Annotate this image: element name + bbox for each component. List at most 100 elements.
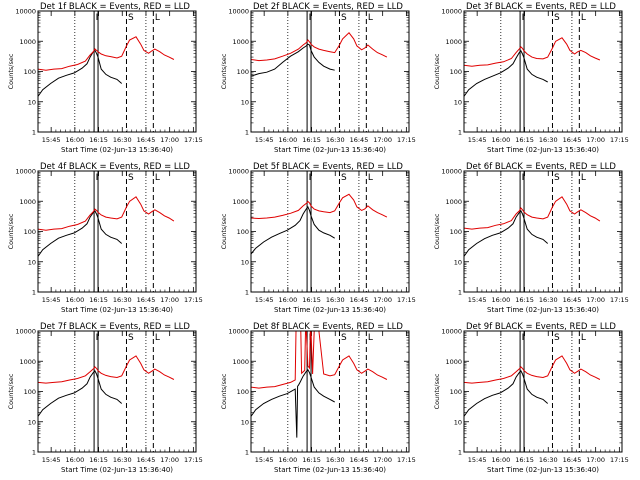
x-tick-label: 16:00 xyxy=(65,136,84,144)
y-tick-label: 1 xyxy=(245,449,249,457)
y-tick-label: 10 xyxy=(241,258,249,266)
marker-letter: S xyxy=(341,13,347,23)
chart-panel: Det 2f BLACK = Events, RED = LLD Counts/s… xyxy=(220,2,416,154)
x-tick-label: 16:45 xyxy=(563,456,582,464)
x-tick-label: 17:00 xyxy=(586,296,605,304)
x-tick-label: 16:45 xyxy=(350,296,369,304)
y-tick-label: 100 xyxy=(450,228,462,236)
lld-series-line xyxy=(37,196,175,231)
marker-letter: L xyxy=(368,13,373,23)
x-tick-label: 17:00 xyxy=(373,456,392,464)
chart-panel: Det 5f BLACK = Events, RED = LLD Counts/s… xyxy=(220,162,416,314)
y-tick-label: 1000 xyxy=(232,358,249,366)
y-tick-label: 1000 xyxy=(19,358,36,366)
x-tick-label: 17:15 xyxy=(397,296,416,304)
x-tick-label: 17:15 xyxy=(184,296,203,304)
x-tick-label: 16:30 xyxy=(326,456,345,464)
x-tick-label: 16:00 xyxy=(491,456,510,464)
plot-frame xyxy=(463,170,623,293)
x-tick-label: 17:15 xyxy=(610,296,629,304)
plot-frame xyxy=(37,170,197,293)
y-tick-label: 10000 xyxy=(228,8,249,16)
lld-series-line xyxy=(463,355,601,384)
x-tick-label: 16:45 xyxy=(137,296,156,304)
plot-frame xyxy=(37,10,197,133)
x-axis-label: Start Time (02-Jun-13 15:36:40) xyxy=(274,306,386,314)
y-tick-label: 1000 xyxy=(19,198,36,206)
y-axis-label: Counts/sec xyxy=(220,53,228,89)
y-tick-label: 10000 xyxy=(441,168,462,176)
x-tick-label: 16:15 xyxy=(302,136,321,144)
y-tick-label: 100 xyxy=(24,68,36,76)
events-series-line xyxy=(463,370,549,417)
chart-title: Det 9f BLACK = Events, RED = LLD xyxy=(466,322,616,332)
y-axis-label: Counts/sec xyxy=(7,53,15,89)
x-tick-label: 15:45 xyxy=(42,456,61,464)
y-tick-label: 1000 xyxy=(445,198,462,206)
marker-letter: S xyxy=(128,173,134,183)
y-tick-label: 10000 xyxy=(228,328,249,336)
y-tick-label: 10000 xyxy=(228,168,249,176)
y-tick-label: 1000 xyxy=(232,38,249,46)
chart-title: Det 6f BLACK = Events, RED = LLD xyxy=(466,162,616,172)
chart-title: Det 2f BLACK = Events, RED = LLD xyxy=(253,2,403,12)
x-tick-label: 16:45 xyxy=(350,456,369,464)
events-series-line xyxy=(37,370,123,417)
marker-letter: L xyxy=(581,173,586,183)
y-tick-label: 100 xyxy=(237,388,249,396)
x-tick-label: 16:45 xyxy=(350,136,369,144)
chart-panel: Det 9f BLACK = Events, RED = LLD Counts/s… xyxy=(433,322,629,474)
x-tick-label: 16:30 xyxy=(113,136,132,144)
chart-panel: Det 1f BLACK = Events, RED = LLD Counts/s… xyxy=(7,2,203,154)
y-tick-label: 100 xyxy=(450,68,462,76)
marker-letter: L xyxy=(155,173,160,183)
y-tick-label: 1 xyxy=(458,289,462,297)
x-tick-label: 15:45 xyxy=(42,296,61,304)
x-axis-label: Start Time (02-Jun-13 15:36:40) xyxy=(61,146,173,154)
chart-title: Det 4f BLACK = Events, RED = LLD xyxy=(40,162,190,172)
marker-letter: I xyxy=(309,173,312,183)
plot-frame xyxy=(250,170,410,293)
y-axis-label: Counts/sec xyxy=(433,373,441,409)
x-tick-label: 15:45 xyxy=(255,296,274,304)
marker-letter: I xyxy=(522,173,525,183)
events-series-line xyxy=(463,210,549,257)
x-tick-label: 17:00 xyxy=(160,296,179,304)
x-tick-label: 17:15 xyxy=(184,136,203,144)
lld-series-line xyxy=(250,32,388,62)
lld-series-line xyxy=(463,196,601,230)
marker-letter: I xyxy=(522,333,525,343)
x-tick-label: 16:15 xyxy=(89,136,108,144)
chart-panel: Det 8f BLACK = Events, RED = LLD Counts/s… xyxy=(220,322,416,474)
y-axis-label: Counts/sec xyxy=(7,373,15,409)
x-tick-label: 16:00 xyxy=(278,136,297,144)
x-tick-label: 16:30 xyxy=(326,296,345,304)
y-tick-label: 1000 xyxy=(445,358,462,366)
x-tick-label: 16:15 xyxy=(89,456,108,464)
marker-letter: I xyxy=(96,333,99,343)
x-axis-label: Start Time (02-Jun-13 15:36:40) xyxy=(487,466,599,474)
x-tick-label: 16:45 xyxy=(137,136,156,144)
chart-panel: Det 6f BLACK = Events, RED = LLD Counts/s… xyxy=(433,162,629,314)
marker-letter: S xyxy=(341,173,347,183)
lld-series-line xyxy=(250,193,388,220)
x-axis-label: Start Time (02-Jun-13 15:36:40) xyxy=(274,146,386,154)
x-tick-label: 16:00 xyxy=(278,296,297,304)
x-tick-label: 17:00 xyxy=(160,136,179,144)
y-tick-label: 1 xyxy=(32,289,36,297)
lld-series-line xyxy=(463,37,601,67)
chart-title: Det 7f BLACK = Events, RED = LLD xyxy=(40,322,190,332)
y-tick-label: 10000 xyxy=(441,328,462,336)
y-tick-label: 1000 xyxy=(19,38,36,46)
plot-frame xyxy=(250,330,410,453)
y-tick-label: 10000 xyxy=(15,328,36,336)
marker-letter: L xyxy=(581,333,586,343)
y-axis-label: Counts/sec xyxy=(433,213,441,249)
events-series-line xyxy=(463,50,548,97)
y-tick-label: 10000 xyxy=(15,8,36,16)
x-tick-label: 16:00 xyxy=(65,456,84,464)
y-tick-label: 10 xyxy=(241,98,249,106)
y-axis-label: Counts/sec xyxy=(220,373,228,409)
x-tick-label: 17:00 xyxy=(586,136,605,144)
lld-series-line xyxy=(37,355,175,384)
